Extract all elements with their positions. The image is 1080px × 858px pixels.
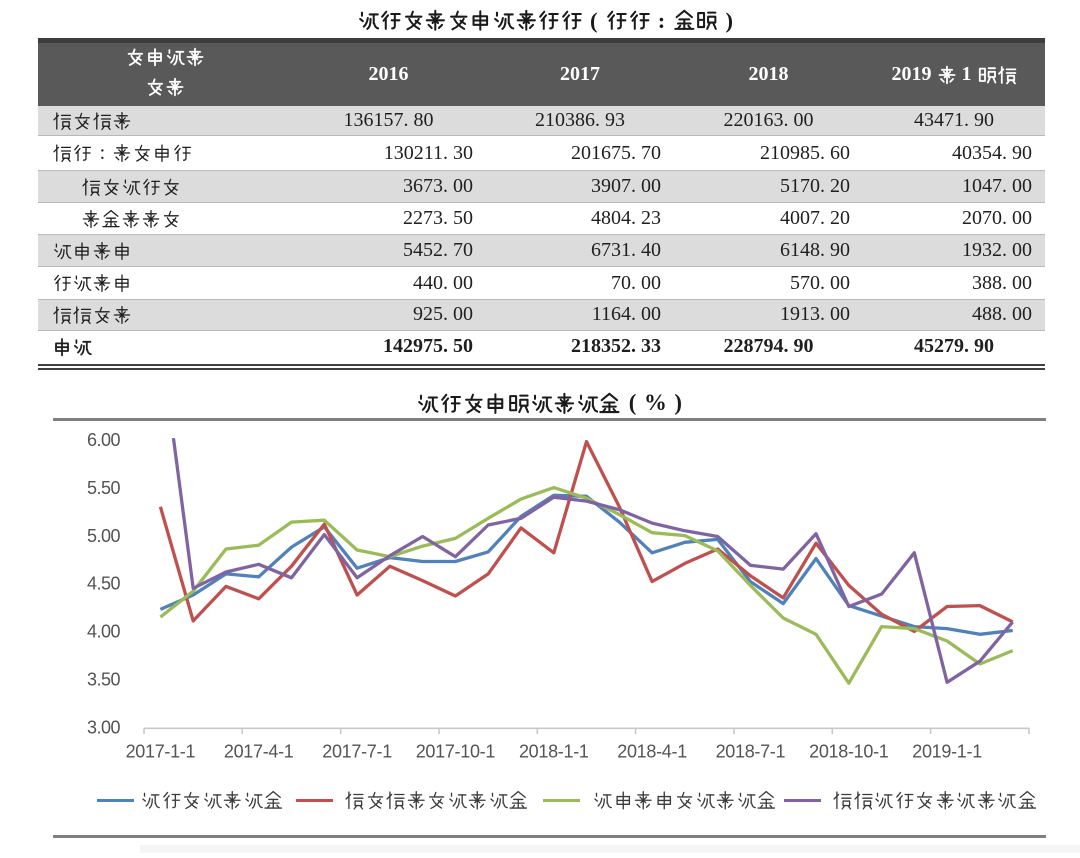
svg-text:3.00: 3.00 bbox=[87, 718, 121, 738]
svg-text:2017-7-1: 2017-7-1 bbox=[322, 742, 392, 762]
svg-text:2018-4-1: 2018-4-1 bbox=[617, 742, 687, 762]
svg-text:5.00: 5.00 bbox=[87, 526, 121, 546]
svg-text:4.50: 4.50 bbox=[87, 574, 121, 594]
svg-text:2017-10-1: 2017-10-1 bbox=[416, 742, 496, 762]
svg-text:2017-4-1: 2017-4-1 bbox=[224, 742, 294, 762]
svg-text:4.00: 4.00 bbox=[87, 622, 121, 642]
svg-text:5.50: 5.50 bbox=[87, 478, 121, 498]
svg-text:6.00: 6.00 bbox=[87, 430, 121, 450]
svg-text:2017-1-1: 2017-1-1 bbox=[126, 742, 196, 762]
svg-text:2018-1-1: 2018-1-1 bbox=[519, 742, 589, 762]
svg-text:2019-1-1: 2019-1-1 bbox=[912, 742, 982, 762]
svg-text:2018-10-1: 2018-10-1 bbox=[809, 742, 889, 762]
svg-text:2018-7-1: 2018-7-1 bbox=[716, 742, 786, 762]
svg-text:3.50: 3.50 bbox=[87, 670, 121, 690]
